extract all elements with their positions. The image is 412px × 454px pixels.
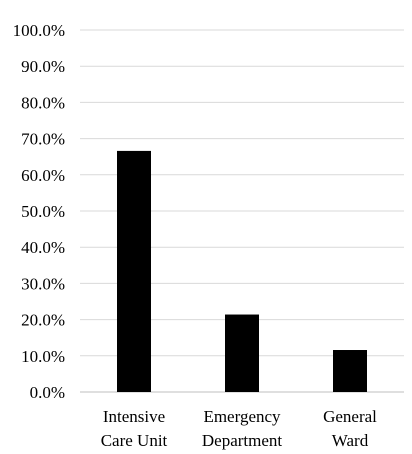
x-category-label-line: General <box>323 407 377 426</box>
y-tick-label: 70.0% <box>21 130 65 149</box>
bar <box>225 314 259 392</box>
x-category-label-line: Emergency <box>203 407 281 426</box>
x-category-label: Intensive Care Unit <box>101 407 168 450</box>
x-category-label-line: Intensive <box>103 407 165 426</box>
bar <box>117 150 151 392</box>
x-category-label-line: Department <box>202 431 283 450</box>
y-tick-label: 90.0% <box>21 57 65 76</box>
x-category-label: General Ward <box>323 407 377 450</box>
x-category-label-line: Care Unit <box>101 431 168 450</box>
y-tick-label: 20.0% <box>21 311 65 330</box>
x-axis-category-labels: Intensive Care Unit Emergency Department Gen… <box>101 407 377 450</box>
y-axis-tick-labels: 0.0% 10.0% 20.0% 30.0% 40.0% 50.0% 60.0% 70.0% 8… <box>13 21 65 402</box>
y-tick-label: 30.0% <box>21 274 65 293</box>
y-tick-label: 100.0% <box>13 21 65 40</box>
bar <box>333 350 367 392</box>
bars <box>117 150 367 392</box>
x-category-label: Emergency Department <box>202 407 283 450</box>
y-tick-label: 60.0% <box>21 166 65 185</box>
y-tick-label: 10.0% <box>21 347 65 366</box>
x-category-label-line: Ward <box>332 431 369 450</box>
y-tick-label: 50.0% <box>21 202 65 221</box>
y-tick-label: 0.0% <box>30 383 65 402</box>
y-tick-label: 40.0% <box>21 238 65 257</box>
y-tick-label: 80.0% <box>21 93 65 112</box>
